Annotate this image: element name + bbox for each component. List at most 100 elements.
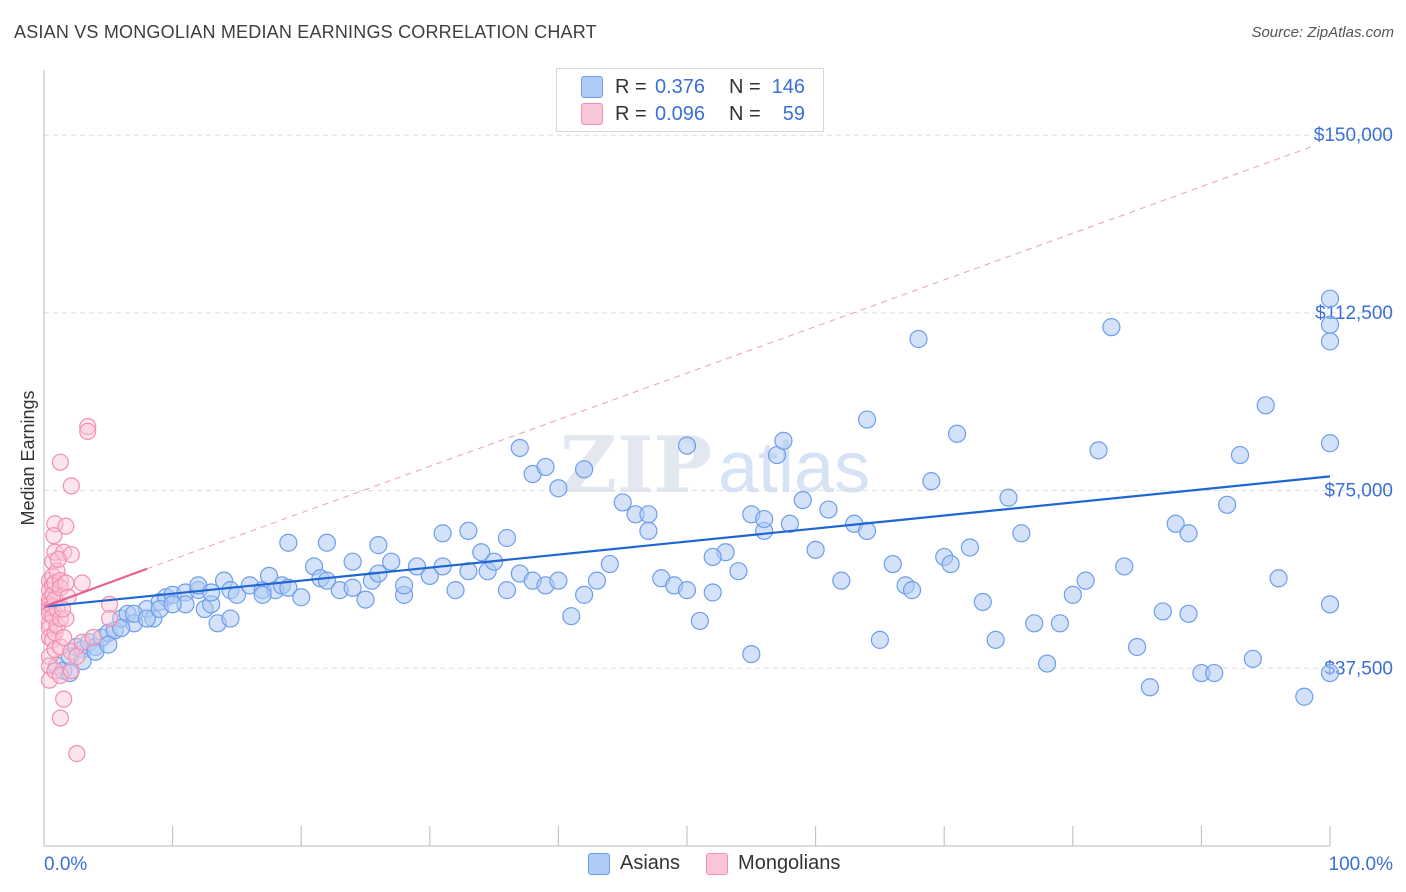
asian-point [1320, 663, 1340, 683]
asian-point [832, 571, 851, 590]
asian-point [163, 595, 182, 614]
asians-swatch [581, 76, 603, 98]
mongolian-point [68, 647, 86, 666]
asian-point [575, 460, 594, 479]
mongolian-point [100, 609, 119, 628]
source-label: Source: ZipAtlas.com [1251, 24, 1394, 41]
n-value: 146 [771, 75, 805, 98]
mongolian-point [62, 662, 80, 680]
asian-point [986, 630, 1005, 649]
asian-point [221, 609, 240, 628]
asian-point [433, 524, 452, 543]
asian-point [446, 581, 465, 600]
asian-point [909, 329, 928, 349]
asian-point [774, 431, 793, 450]
mongolian-point [68, 744, 86, 763]
asian-point [536, 457, 555, 477]
mongolian-point [51, 709, 69, 727]
asian-point [549, 479, 568, 498]
r-label: R = [615, 75, 647, 98]
n-label: N = [729, 75, 761, 98]
asian-point [1102, 318, 1121, 337]
asian-point [999, 488, 1018, 507]
y-tick-label: $75,000 [1324, 481, 1393, 502]
asian-point [575, 585, 594, 604]
asian-point [1230, 445, 1250, 465]
mongolian-point [51, 453, 69, 471]
asian-point [1076, 571, 1095, 590]
asian-point [1127, 637, 1147, 657]
asian-point [922, 472, 941, 491]
mongolian-point [49, 550, 67, 568]
mongolian-point [55, 628, 73, 647]
mongolians-swatch [581, 103, 603, 125]
asian-point [677, 436, 697, 455]
asian-point [703, 583, 722, 602]
asian-point [1179, 604, 1198, 623]
chart-title: ASIAN VS MONGOLIAN MEDIAN EARNINGS CORRE… [14, 22, 597, 42]
mongolian-point [57, 609, 75, 628]
asian-point [1269, 569, 1288, 588]
asian-point [677, 581, 697, 600]
asian-point [292, 588, 311, 607]
mongolian-trend-extension [146, 146, 1311, 570]
mongolian-point [73, 633, 91, 651]
asian-point [1320, 315, 1340, 334]
asian-point [742, 644, 761, 664]
asian-point [883, 554, 902, 574]
asian-point [857, 410, 877, 429]
mongolians-label: Mongolians [738, 852, 841, 874]
y-tick-label: $150,000 [1314, 125, 1393, 146]
mongolian-trend-line [43, 567, 148, 608]
legend-item-asians[interactable]: Asians [588, 852, 680, 875]
asian-point [639, 521, 658, 540]
asian-point [317, 533, 337, 552]
asian-point [407, 557, 427, 576]
asian-point [317, 571, 337, 590]
asian-point [1140, 678, 1160, 697]
asian-point [1295, 687, 1314, 706]
mongolian-point [51, 638, 69, 656]
asian-point [549, 571, 568, 590]
asian-point [587, 571, 607, 590]
asian-point [806, 540, 825, 559]
asian-point [1050, 614, 1070, 633]
asian-point [1320, 332, 1340, 351]
asian-point [973, 592, 992, 612]
mongolian-point [55, 690, 73, 708]
mongolians-swatch [706, 852, 729, 875]
asian-point [1115, 557, 1134, 576]
mongolian-point [79, 422, 97, 440]
asian-point [755, 509, 774, 529]
asian-point [960, 538, 980, 557]
y-tick-label: $37,500 [1324, 658, 1393, 679]
asian-point [253, 585, 272, 604]
asian-point [382, 552, 401, 571]
mongolian-point [40, 657, 59, 675]
asian-point [1179, 524, 1198, 543]
asian-point [600, 554, 619, 574]
asian-point [137, 609, 156, 628]
mongolian-point [73, 574, 91, 592]
mongolian-point [62, 643, 80, 661]
asian-point [902, 581, 922, 600]
mongolian-point [84, 628, 102, 647]
mongolian-point [62, 545, 80, 564]
asian-point [1012, 524, 1031, 543]
asian-point [459, 521, 478, 540]
asian-point [472, 543, 491, 562]
asian-point [1037, 654, 1057, 673]
asian-point [819, 500, 838, 519]
asian-point [941, 554, 960, 574]
series-legend: Asians Mongolians [588, 852, 866, 875]
mongolian-point [79, 418, 97, 436]
asian-trend-line [43, 475, 1331, 608]
r-value: 0.096 [655, 102, 706, 125]
watermark: atlas [718, 428, 870, 508]
asian-point [1320, 434, 1340, 453]
n-value: 59 [782, 102, 805, 125]
asian-point [793, 490, 812, 510]
legend-item-mongolians[interactable]: Mongolians [706, 852, 840, 875]
mongolian-point [51, 666, 69, 685]
